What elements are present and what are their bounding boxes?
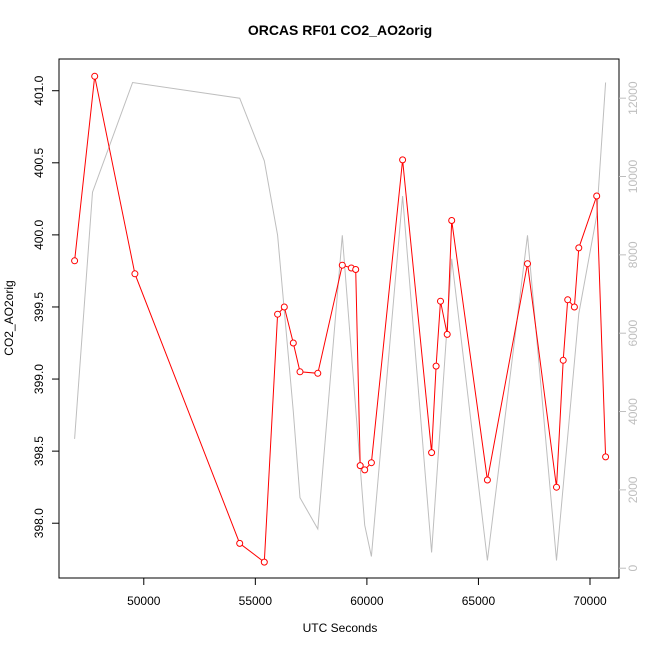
data-point bbox=[289, 339, 297, 347]
x-tick-label: 55000 bbox=[239, 594, 273, 608]
y-axis-label: CO2_AO2orig bbox=[2, 280, 16, 355]
x-tick-label: 50000 bbox=[127, 594, 161, 608]
data-point bbox=[314, 369, 322, 377]
x-axis: 50000 55000 60000 65000 70000 bbox=[127, 578, 607, 608]
x-tick-label: 60000 bbox=[350, 594, 384, 608]
data-point bbox=[296, 368, 304, 376]
data-point bbox=[367, 459, 375, 467]
y-tick-label: 399.5 bbox=[32, 292, 46, 322]
data-point bbox=[356, 462, 364, 470]
data-point bbox=[602, 453, 610, 461]
y2-tick-label: 8000 bbox=[626, 241, 640, 268]
chart-title: ORCAS RF01 CO2_AO2orig bbox=[248, 22, 432, 38]
data-point bbox=[338, 261, 346, 269]
data-point bbox=[280, 303, 288, 311]
data-point bbox=[71, 257, 79, 265]
y2-tick-label: 10000 bbox=[626, 160, 640, 194]
data-point bbox=[432, 362, 440, 370]
data-point bbox=[559, 356, 567, 364]
data-point bbox=[361, 466, 369, 474]
y-axis-left: 398.0 398.5 399.0 399.5 400.0 400.5 401.0 bbox=[32, 75, 59, 538]
y2-tick-label: 4000 bbox=[626, 398, 640, 425]
x-tick-label: 70000 bbox=[573, 594, 607, 608]
data-point bbox=[437, 297, 444, 305]
data-point bbox=[399, 156, 407, 164]
y-tick-label: 399.0 bbox=[32, 364, 46, 394]
data-point bbox=[593, 192, 601, 200]
data-point bbox=[352, 266, 360, 273]
data-point bbox=[448, 217, 456, 224]
data-point bbox=[274, 310, 282, 318]
data-point bbox=[564, 296, 572, 304]
data-point bbox=[524, 260, 531, 268]
y-axis-right: 0 2000 4000 6000 8000 10000 12000 bbox=[619, 81, 640, 572]
x-tick-label: 65000 bbox=[462, 594, 496, 608]
series-layer bbox=[71, 72, 610, 566]
data-point bbox=[570, 303, 578, 311]
y-tick-label: 398.5 bbox=[32, 436, 46, 466]
data-point bbox=[575, 244, 583, 252]
y2-tick-label: 12000 bbox=[626, 81, 640, 115]
data-point bbox=[428, 449, 436, 457]
y-tick-label: 400.5 bbox=[32, 147, 46, 177]
y-tick-label: 400.0 bbox=[32, 220, 46, 250]
data-point bbox=[483, 476, 491, 484]
y2-tick-label: 0 bbox=[626, 565, 640, 572]
y-tick-label: 398.0 bbox=[32, 508, 46, 538]
data-point bbox=[236, 539, 244, 547]
data-point bbox=[260, 558, 268, 566]
plot-frame bbox=[58, 58, 620, 579]
secondary-series-line bbox=[74, 81, 607, 561]
data-point bbox=[91, 72, 99, 80]
y2-tick-label: 6000 bbox=[626, 320, 640, 347]
data-point bbox=[131, 270, 139, 278]
x-axis-label: UTC Seconds bbox=[303, 621, 378, 635]
data-point bbox=[553, 483, 560, 491]
y-tick-label: 401.0 bbox=[32, 75, 46, 105]
data-point bbox=[443, 330, 451, 338]
y2-tick-label: 2000 bbox=[626, 476, 640, 503]
